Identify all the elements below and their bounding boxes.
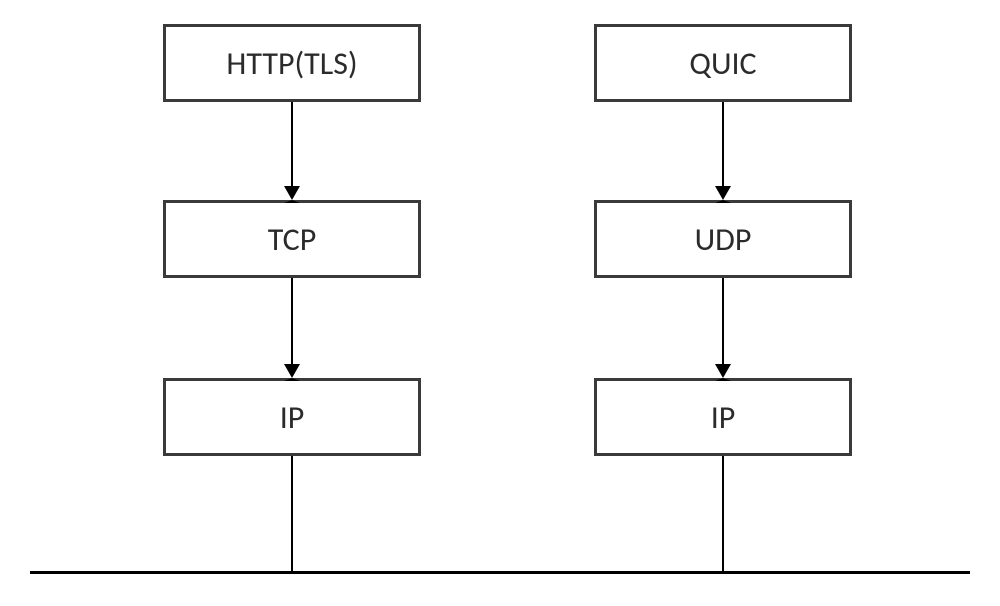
protocol-stack-diagram: HTTP(TLS) TCP IP QUIC UDP IP: [0, 0, 1000, 606]
node-tcp: TCP: [163, 200, 421, 278]
node-label-http: HTTP(TLS): [226, 44, 357, 83]
node-label-ip2: IP: [711, 398, 736, 437]
edge-line-udp-ip2: [722, 278, 724, 366]
node-label-ip1: IP: [280, 398, 305, 437]
edge-arrowhead-udp-ip2: [715, 364, 731, 381]
edge-line-quic-udp: [722, 102, 724, 188]
node-label-udp: UDP: [695, 220, 752, 259]
edge-arrowhead-quic-udp: [715, 186, 731, 203]
stem-ip2: [722, 456, 724, 571]
node-ip2: IP: [594, 378, 852, 456]
node-quic: QUIC: [594, 24, 852, 102]
node-label-tcp: TCP: [268, 220, 317, 259]
stem-ip1: [291, 456, 293, 571]
edge-arrowhead-http-tcp: [284, 186, 300, 203]
baseline: [30, 571, 970, 574]
node-http: HTTP(TLS): [163, 24, 421, 102]
edge-line-tcp-ip1: [291, 278, 293, 366]
edge-line-http-tcp: [291, 102, 293, 188]
edge-arrowhead-tcp-ip1: [284, 364, 300, 381]
node-ip1: IP: [163, 378, 421, 456]
node-label-quic: QUIC: [689, 44, 756, 83]
node-udp: UDP: [594, 200, 852, 278]
